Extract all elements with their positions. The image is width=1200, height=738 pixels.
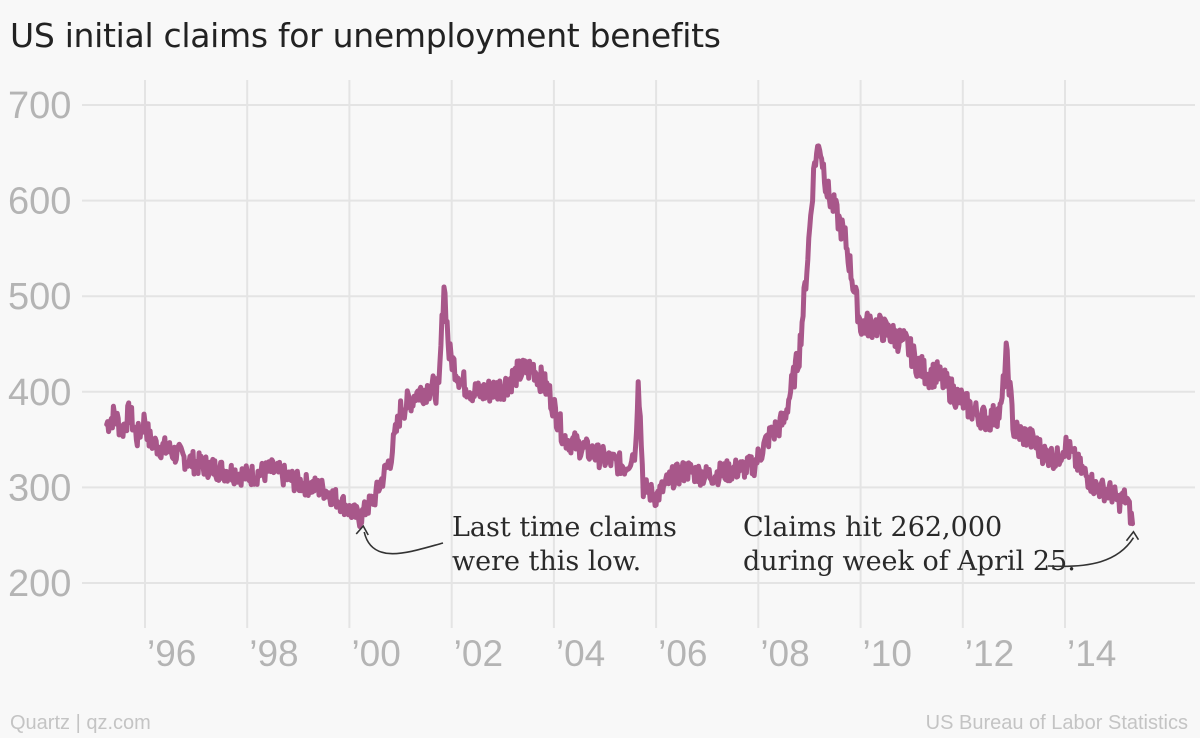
x-tick-label: ’14 [1067,633,1116,674]
x-tick-label: ’08 [760,633,809,674]
annotation-arrowhead [355,524,369,536]
y-tick-label: 400 [8,372,71,414]
annotation-text: Claims hit 262,000 during week of April 2… [743,512,1076,577]
y-tick-label: 600 [8,181,71,223]
annotation-arrow [363,531,444,555]
chart-title: US initial claims for unemployment benef… [10,16,721,55]
annotation-line: during week of April 25. [743,546,1076,577]
x-tick-label: ’06 [658,633,707,674]
x-tick-label: ’96 [147,633,196,674]
annotation-arrow [1047,537,1135,568]
annotation-line: were this low. [452,546,641,577]
y-tick-label: 700 [8,85,71,127]
annotation-line: Last time claims [452,512,677,543]
footer-credit: Quartz | qz.com [10,712,151,734]
annotation-arrowhead [1125,530,1140,542]
x-tick-label: ’12 [965,633,1014,674]
x-tick-label: ’00 [351,633,400,674]
series-line-0 [104,143,1135,529]
annotation-text: Last time claims were this low. [452,512,677,577]
x-tick-label: ’98 [249,633,298,674]
y-tick-label: 500 [8,276,71,318]
x-tick-label: ’04 [556,633,605,674]
x-tick-label: ’10 [863,633,912,674]
x-tick-label: ’02 [454,633,503,674]
annotation-line: Claims hit 262,000 [743,512,1002,543]
y-tick-label: 200 [8,563,71,605]
footer-source: US Bureau of Labor Statistics [925,712,1188,734]
y-tick-label: 300 [8,467,71,509]
